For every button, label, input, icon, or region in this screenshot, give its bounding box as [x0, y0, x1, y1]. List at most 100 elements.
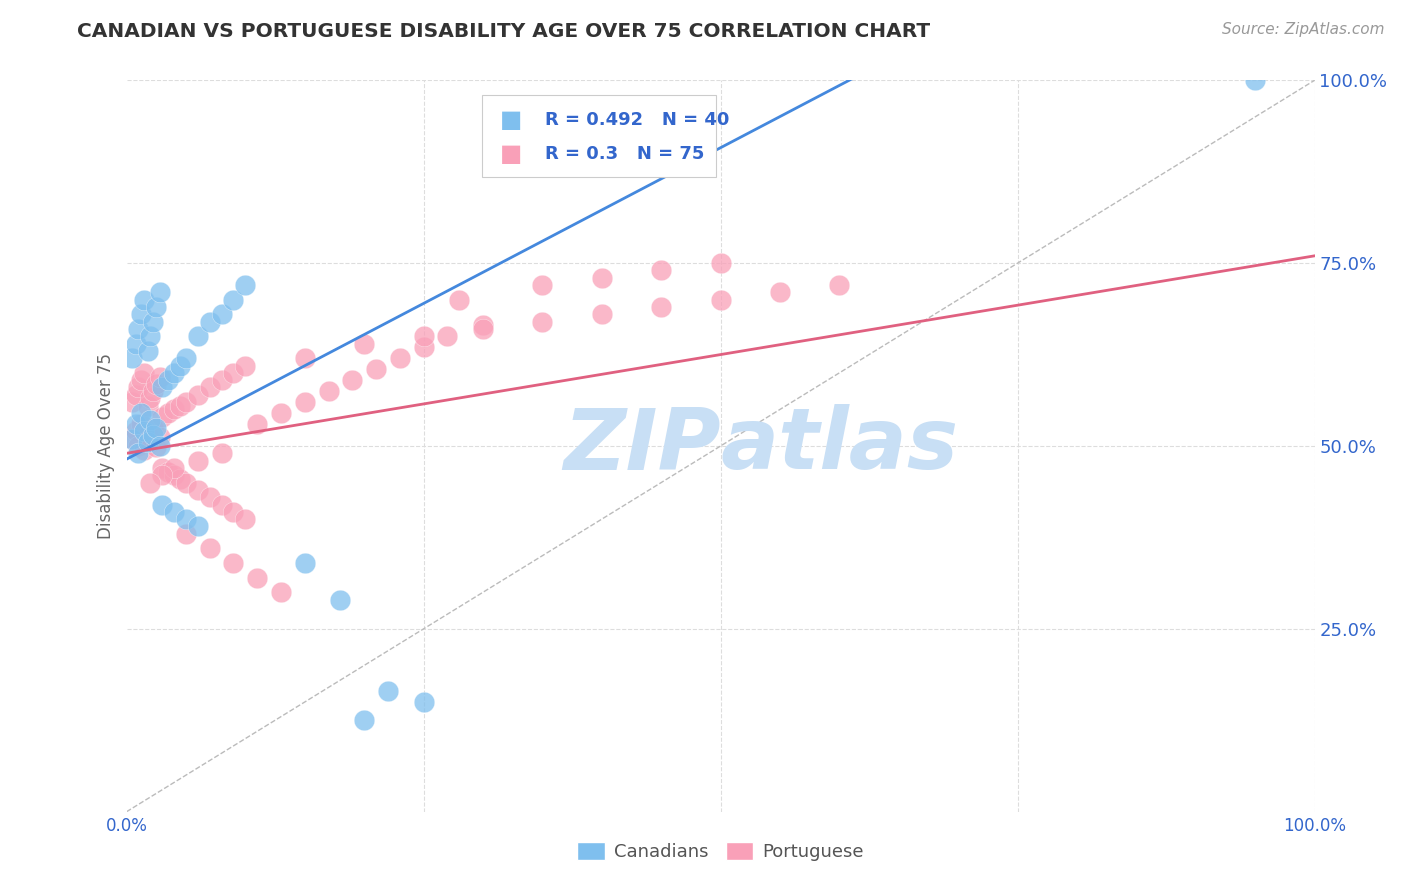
Point [329, 592, 352, 607]
Point [163, 505, 186, 519]
Point [142, 428, 165, 442]
Point [142, 315, 165, 329]
Point [150, 461, 173, 475]
Point [163, 468, 186, 483]
Point [174, 395, 197, 409]
Point [149, 369, 172, 384]
Point [145, 441, 167, 455]
Point [149, 285, 172, 300]
Point [129, 417, 152, 431]
Point [145, 421, 167, 435]
Point [127, 439, 149, 453]
Point [121, 432, 143, 446]
Point [650, 300, 672, 314]
Point [342, 373, 364, 387]
Text: R = 0.3   N = 75: R = 0.3 N = 75 [546, 145, 704, 163]
Point [129, 406, 152, 420]
Point [136, 343, 159, 358]
Point [591, 307, 613, 321]
Point [139, 435, 162, 450]
Point [134, 366, 156, 380]
Point [139, 392, 162, 406]
Text: R = 0.492   N = 40: R = 0.492 N = 40 [546, 111, 730, 128]
Point [139, 329, 162, 343]
Text: ZIP: ZIP [562, 404, 721, 488]
Point [222, 505, 245, 519]
Point [364, 362, 387, 376]
Point [270, 406, 292, 420]
Point [531, 315, 554, 329]
Text: Source: ZipAtlas.com: Source: ZipAtlas.com [1222, 22, 1385, 37]
Point [150, 380, 173, 394]
Point [163, 366, 186, 380]
Point [412, 340, 434, 354]
Legend: Canadians, Portuguese: Canadians, Portuguese [571, 835, 870, 869]
Point [125, 388, 148, 402]
Point [163, 461, 186, 475]
Point [294, 395, 316, 409]
Point [294, 556, 316, 570]
Point [145, 376, 167, 391]
Point [169, 359, 191, 373]
Point [531, 278, 554, 293]
Point [233, 278, 257, 293]
Point [472, 318, 495, 333]
Point [145, 300, 167, 314]
Point [198, 490, 221, 504]
Point [198, 380, 221, 394]
Point [127, 322, 149, 336]
Point [174, 512, 197, 526]
Point [449, 293, 471, 307]
Point [121, 432, 143, 446]
Point [591, 270, 613, 285]
Point [136, 435, 159, 450]
Point [187, 483, 209, 497]
Text: CANADIAN VS PORTUGUESE DISABILITY AGE OVER 75 CORRELATION CHART: CANADIAN VS PORTUGUESE DISABILITY AGE OV… [77, 22, 931, 41]
Point [318, 384, 340, 399]
Point [294, 351, 316, 366]
Point [222, 366, 245, 380]
Point [270, 585, 292, 599]
Point [174, 351, 197, 366]
Point [710, 293, 733, 307]
Point [198, 315, 221, 329]
Point [233, 512, 257, 526]
Point [157, 406, 180, 420]
Point [222, 556, 245, 570]
Point [139, 413, 162, 427]
Point [139, 475, 162, 490]
Point [211, 498, 233, 512]
Point [157, 373, 180, 387]
Point [353, 714, 375, 728]
Point [187, 453, 209, 467]
Point [169, 399, 191, 413]
Point [150, 409, 173, 424]
Point [174, 475, 197, 490]
Point [187, 519, 209, 533]
Point [163, 402, 186, 417]
Point [127, 446, 149, 460]
Point [125, 425, 148, 439]
Point [211, 307, 233, 321]
Point [150, 468, 173, 483]
Text: ■: ■ [501, 108, 523, 132]
Point [650, 263, 672, 277]
Point [136, 428, 159, 442]
Point [353, 336, 375, 351]
Point [149, 439, 172, 453]
Point [1244, 73, 1267, 87]
Point [121, 395, 143, 409]
Point [169, 472, 191, 486]
Point [149, 430, 172, 444]
Point [142, 384, 165, 399]
Point [134, 425, 156, 439]
Point [710, 256, 733, 270]
Point [127, 380, 149, 394]
Point [198, 541, 221, 556]
Point [187, 329, 209, 343]
Text: atlas: atlas [721, 404, 959, 488]
Point [233, 359, 257, 373]
Point [157, 465, 180, 479]
Point [412, 329, 434, 343]
Point [828, 278, 851, 293]
